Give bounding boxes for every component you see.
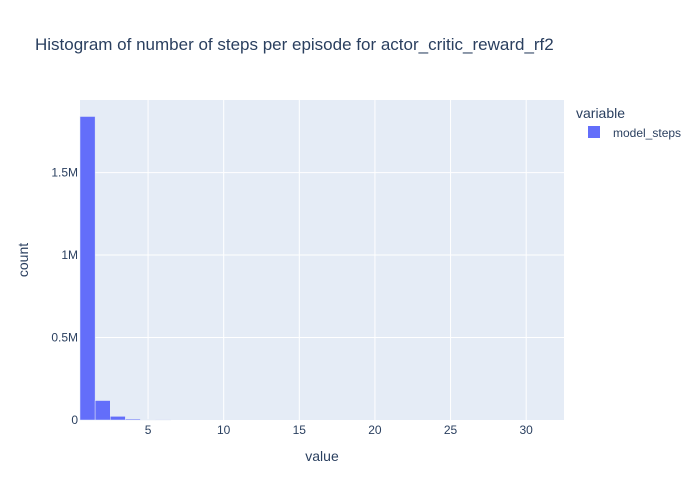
y-tick-label: 1M: [61, 248, 78, 262]
x-tick-label: 5: [145, 423, 152, 437]
x-tick-label: 25: [444, 423, 458, 437]
legend-swatch: [588, 126, 600, 138]
y-tick-label: 1.5M: [51, 166, 78, 180]
x-tick-label: 20: [368, 423, 382, 437]
legend-item-model-steps[interactable]: model_steps: [588, 126, 681, 140]
histogram-bar[interactable]: [110, 416, 126, 421]
histogram-bar[interactable]: [94, 400, 111, 421]
bars: [79, 116, 171, 421]
y-axis-title: count: [15, 243, 31, 277]
y-tick-label: 0.5M: [51, 331, 78, 345]
y-axis-ticks: 0 0.5M 1M 1.5M: [51, 166, 78, 427]
x-tick-label: 15: [293, 423, 307, 437]
legend-label: model_steps: [613, 126, 681, 140]
gridlines: [80, 100, 564, 420]
x-axis-title: value: [305, 448, 339, 464]
plot-area: [80, 100, 564, 420]
chart-title: Histogram of number of steps per episode…: [35, 35, 554, 54]
x-tick-label: 10: [217, 423, 231, 437]
x-tick-label: 30: [520, 423, 534, 437]
histogram-bar[interactable]: [79, 116, 96, 421]
legend-title: variable: [576, 105, 625, 121]
x-axis-ticks: 5 10 15 20 25 30: [145, 423, 533, 437]
y-tick-label: 0: [71, 413, 78, 427]
legend: variable model_steps: [576, 105, 681, 140]
histogram-bar[interactable]: [125, 418, 141, 421]
